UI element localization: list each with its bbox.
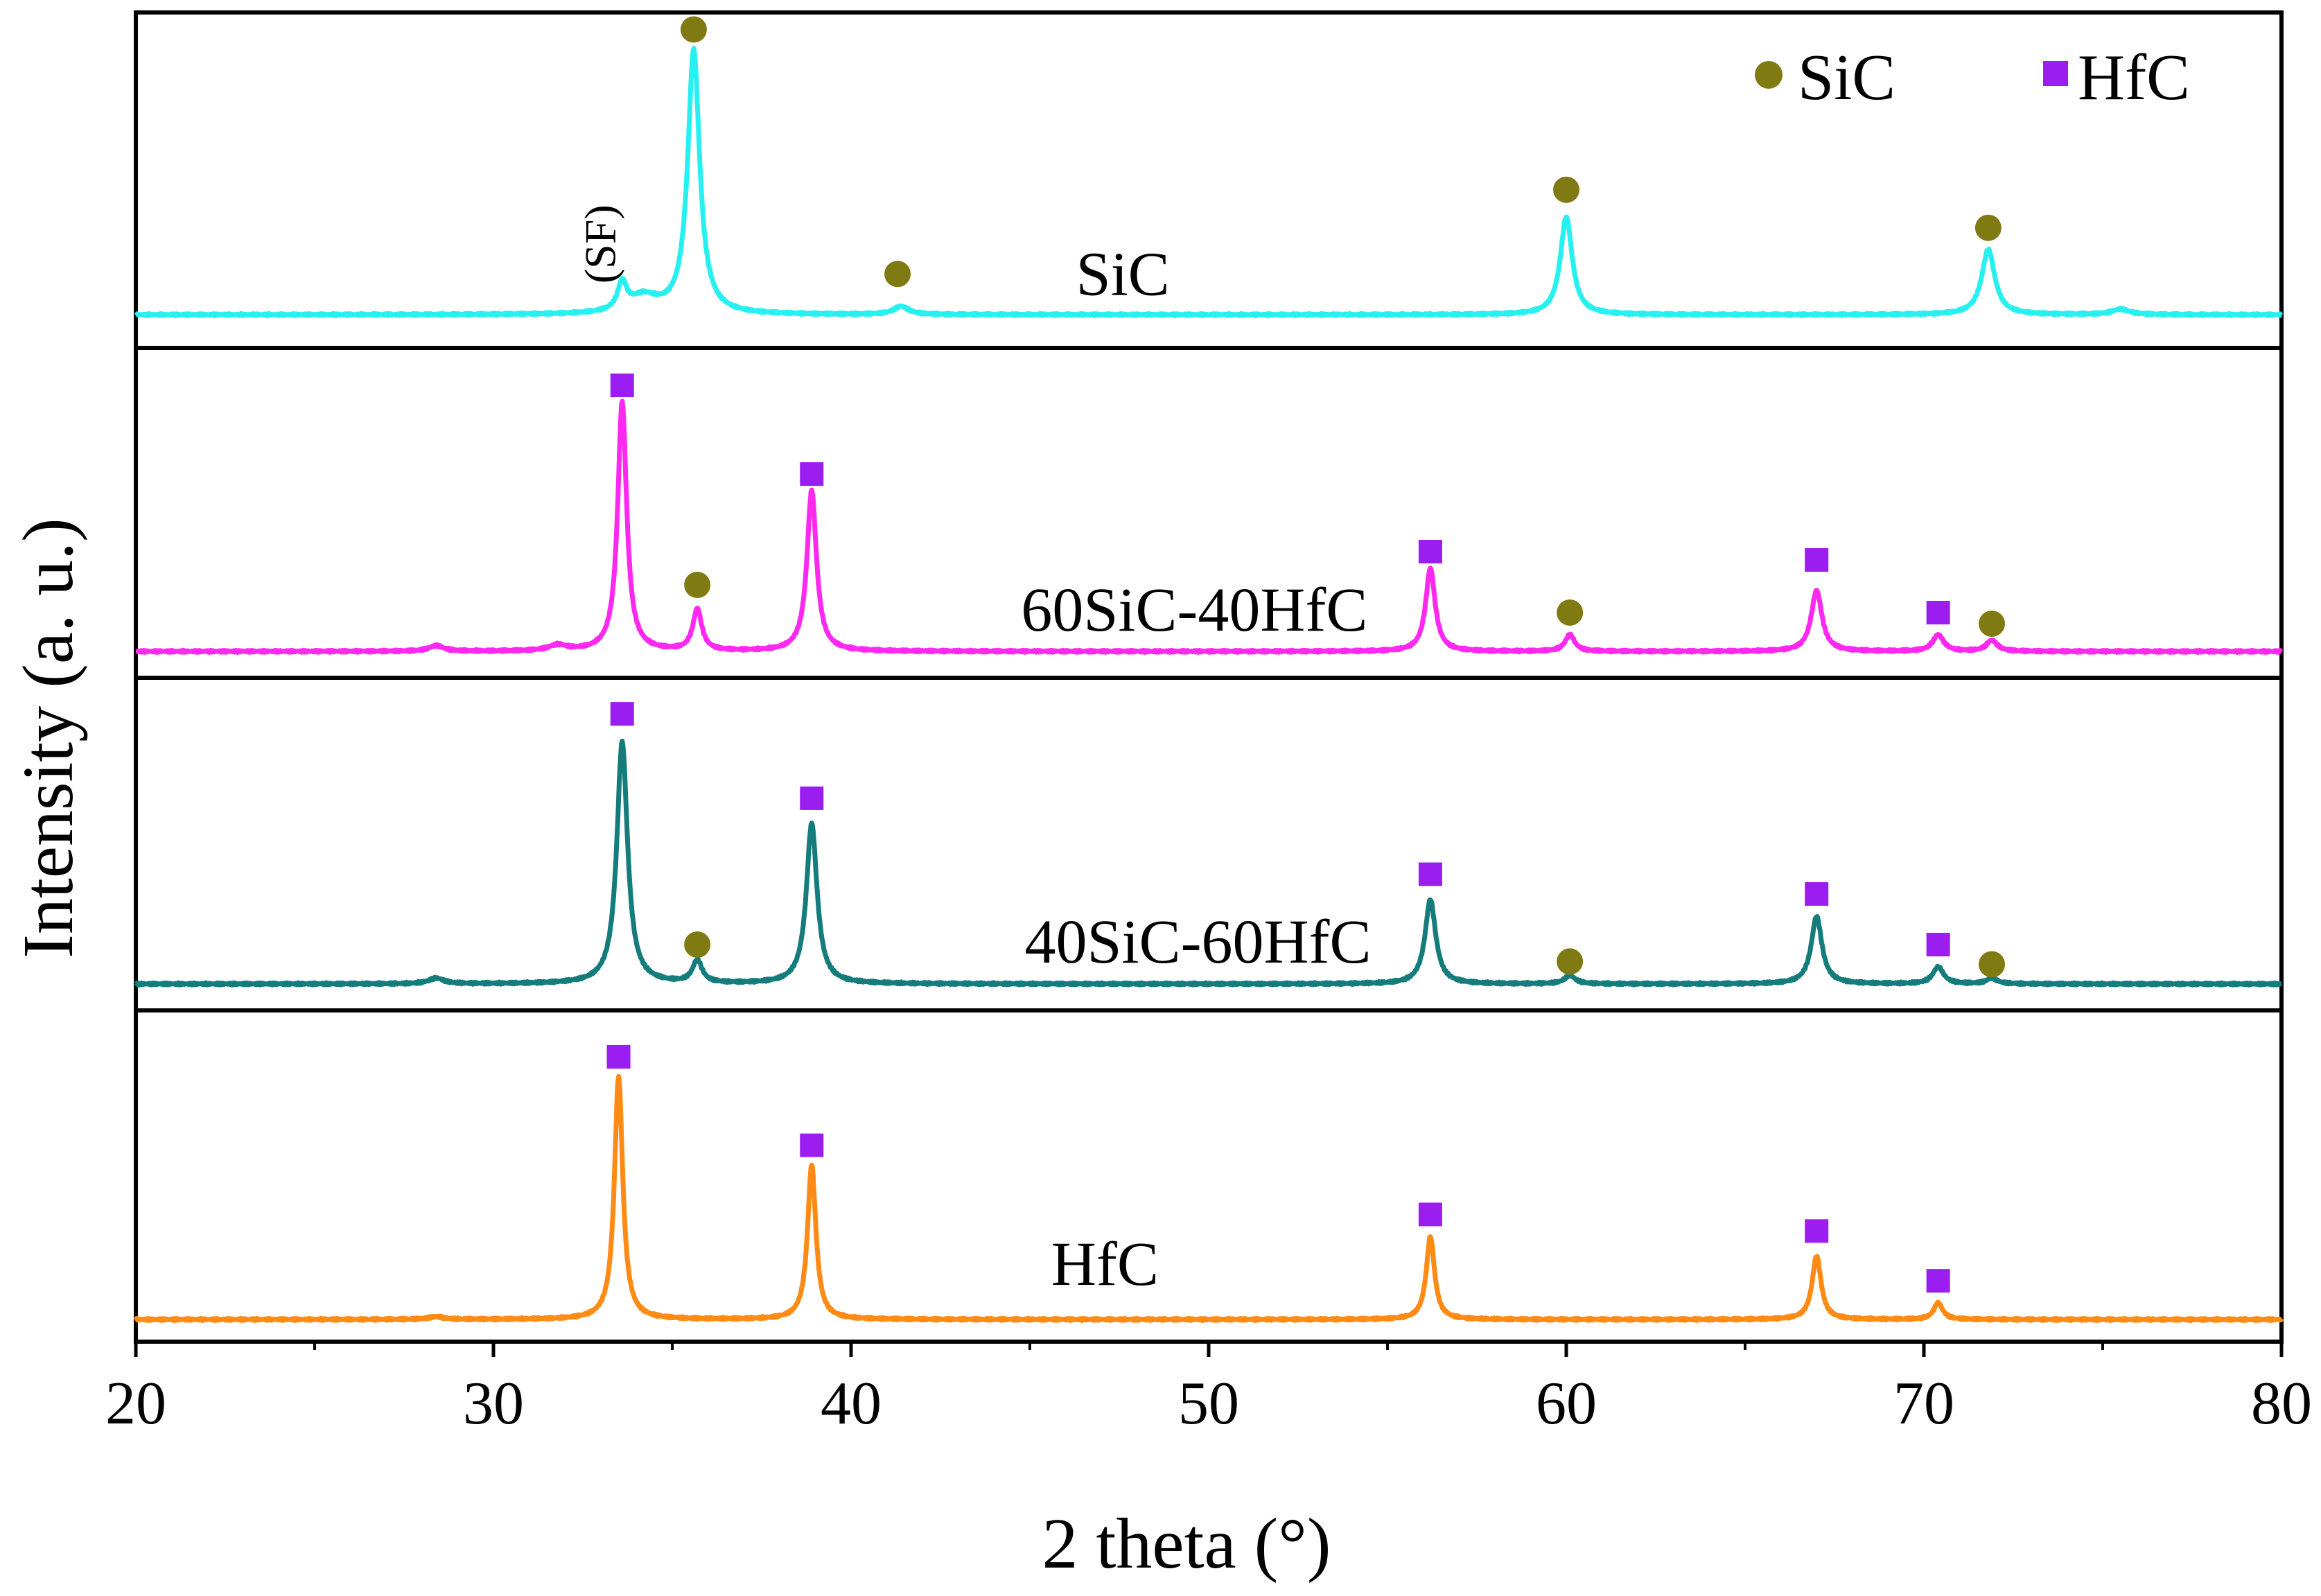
marker-hfc bbox=[1805, 1219, 1829, 1243]
marker-hfc bbox=[1805, 548, 1829, 572]
marker-hfc bbox=[1926, 601, 1950, 624]
panel-label-60SiC-40HfC: 60SiC-40HfC bbox=[1021, 576, 1367, 644]
diffraction-curves bbox=[133, 46, 2284, 1324]
curve-HfC bbox=[133, 1073, 2284, 1324]
marker-hfc bbox=[1926, 1269, 1950, 1293]
panel-label-SiC: SiC bbox=[1076, 240, 1170, 308]
phase-markers bbox=[606, 16, 2006, 1293]
panel-label-HfC: HfC bbox=[1051, 1230, 1159, 1299]
marker-sic bbox=[1979, 611, 2006, 637]
curve-40SiC-60HfC bbox=[134, 738, 2284, 988]
marker-hfc bbox=[1418, 862, 1442, 886]
legend: SiC HfC bbox=[1755, 42, 2190, 114]
marker-sic bbox=[1557, 599, 1584, 626]
marker-sic bbox=[1557, 948, 1584, 975]
marker-hfc bbox=[800, 786, 824, 810]
marker-hfc bbox=[610, 702, 634, 726]
x-tick-label: 20 bbox=[105, 1370, 166, 1437]
x-axis-title: 2 theta (°) bbox=[1042, 1504, 1331, 1584]
x-axis: 20 30 40 50 60 70 80 bbox=[105, 1342, 2312, 1437]
marker-hfc bbox=[610, 374, 634, 397]
marker-sic bbox=[680, 16, 707, 43]
marker-sic bbox=[1974, 214, 2002, 241]
y-axis-title: Intensity (a. u.) bbox=[8, 518, 88, 958]
marker-sic bbox=[884, 261, 911, 288]
curve-60SiC-40HfC bbox=[134, 398, 2284, 655]
curve-SiC bbox=[134, 46, 2284, 319]
annotation-sf: (SF) bbox=[575, 204, 624, 283]
marker-hfc bbox=[1926, 933, 1950, 957]
annotations: (SF) bbox=[575, 204, 624, 283]
x-tick-label: 70 bbox=[1893, 1370, 1954, 1437]
x-tick-label: 30 bbox=[463, 1370, 524, 1437]
marker-hfc bbox=[1418, 540, 1442, 563]
marker-hfc bbox=[800, 462, 824, 486]
marker-hfc bbox=[1805, 882, 1829, 906]
legend-hfc-label: HfC bbox=[2078, 42, 2190, 114]
panel-borders bbox=[134, 10, 2284, 1344]
x-tick-label: 80 bbox=[2251, 1370, 2312, 1437]
marker-sic bbox=[684, 572, 711, 598]
panel-label-40SiC-60HfC: 40SiC-60HfC bbox=[1024, 908, 1371, 976]
marker-hfc bbox=[606, 1044, 631, 1069]
x-tick-label: 50 bbox=[1178, 1370, 1239, 1437]
marker-hfc bbox=[800, 1133, 824, 1157]
legend-sic-marker bbox=[1755, 61, 1783, 89]
x-tick-label: 60 bbox=[1536, 1370, 1597, 1437]
panel-labels: SiC 60SiC-40HfC 40SiC-60HfC HfC bbox=[1021, 240, 1371, 1299]
legend-sic-label: SiC bbox=[1798, 42, 1895, 114]
marker-sic bbox=[684, 931, 711, 958]
marker-sic bbox=[1553, 176, 1579, 203]
marker-sic bbox=[1979, 951, 2006, 978]
x-tick-label: 40 bbox=[821, 1370, 882, 1437]
legend-hfc-marker bbox=[2043, 61, 2068, 86]
marker-hfc bbox=[1418, 1202, 1442, 1227]
